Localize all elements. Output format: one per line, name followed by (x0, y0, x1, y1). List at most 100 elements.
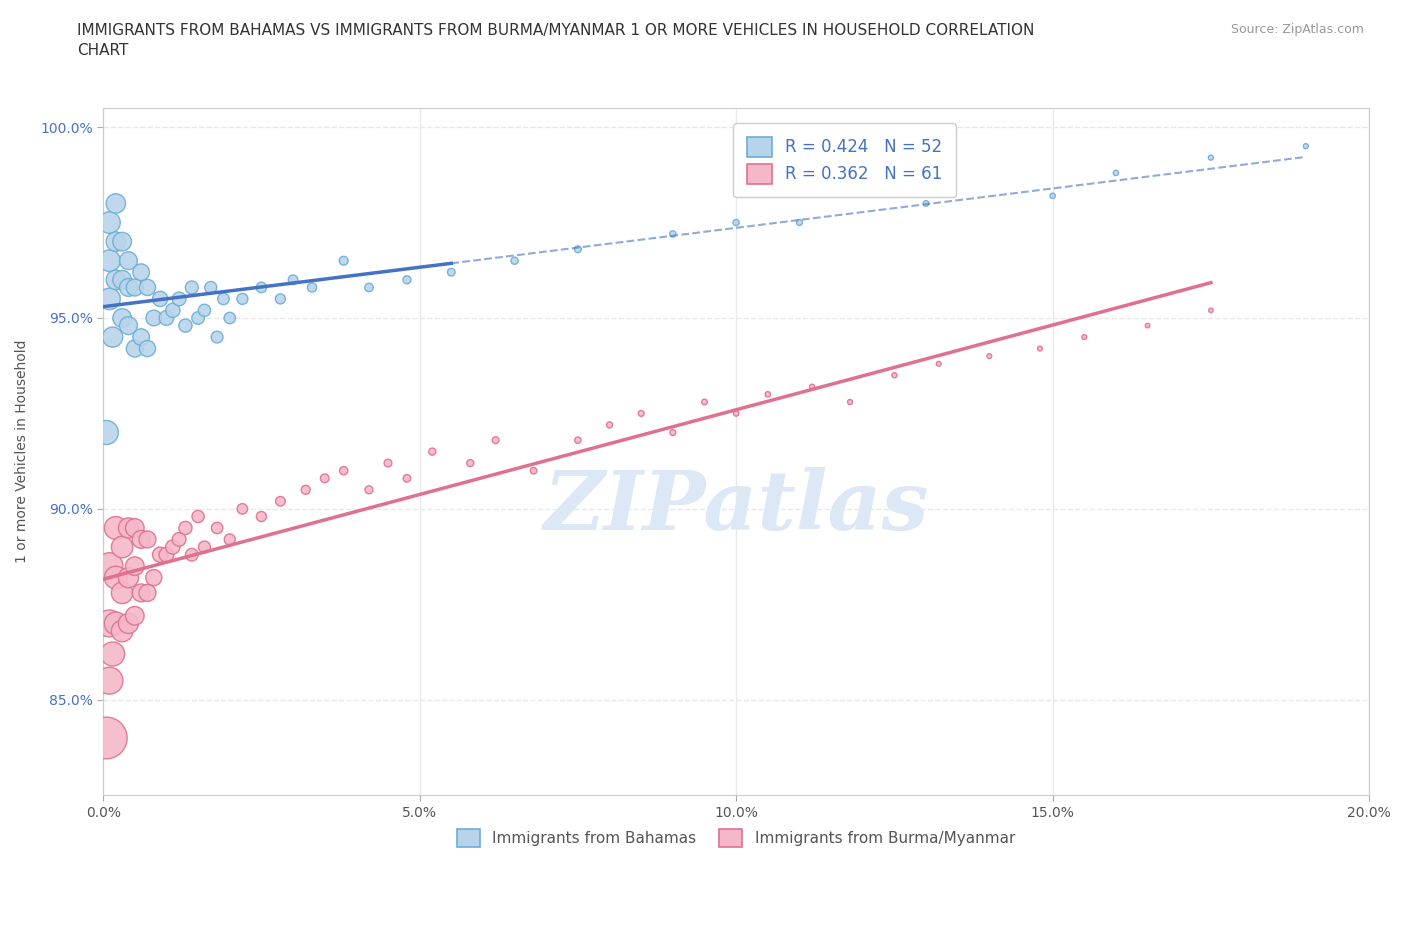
Point (104, 570, 127, 585)
Point (193, 303, 215, 318)
Point (117, 521, 139, 536)
Point (111, 586, 134, 601)
Point (801, 379, 824, 394)
Point (725, 215, 748, 230)
Point (187, 509, 209, 524)
Point (357, 483, 380, 498)
Point (693, 394, 716, 409)
Point (1029, 341, 1052, 356)
Point (294, 483, 316, 498)
Point (111, 272, 134, 287)
Point (136, 532, 159, 547)
Point (167, 532, 190, 547)
Legend: Immigrants from Bahamas, Immigrants from Burma/Myanmar: Immigrants from Bahamas, Immigrants from… (449, 819, 1024, 857)
Point (662, 227, 685, 242)
Y-axis label: 1 or more Vehicles in Household: 1 or more Vehicles in Household (15, 339, 30, 564)
Point (395, 272, 418, 287)
Point (1199, 150, 1222, 165)
Point (117, 616, 139, 631)
Point (129, 586, 152, 601)
Point (420, 445, 443, 459)
Point (104, 196, 127, 211)
Point (377, 456, 399, 471)
Point (104, 272, 127, 287)
Point (98, 215, 121, 230)
Point (180, 280, 202, 295)
Point (395, 471, 418, 485)
Point (111, 539, 134, 554)
Point (98, 253, 121, 268)
Point (231, 501, 253, 516)
Point (101, 646, 124, 661)
Point (111, 234, 134, 249)
Point (98, 616, 121, 631)
Point (129, 265, 152, 280)
Point (174, 318, 197, 333)
Point (111, 311, 134, 325)
Point (96, 731, 118, 746)
Point (928, 356, 950, 371)
Point (124, 280, 146, 295)
Point (357, 280, 380, 295)
Point (756, 387, 779, 402)
Point (314, 471, 336, 485)
Point (218, 532, 240, 547)
Point (98, 291, 121, 306)
Point (484, 432, 506, 447)
Point (149, 291, 172, 306)
Point (117, 318, 139, 333)
Point (789, 215, 811, 230)
Point (136, 586, 159, 601)
Point (162, 539, 184, 554)
Point (155, 547, 177, 562)
Point (117, 280, 139, 295)
Point (218, 311, 240, 325)
Point (839, 394, 862, 409)
Point (96, 425, 118, 440)
Point (98, 673, 121, 688)
Point (124, 608, 146, 623)
Point (630, 406, 652, 421)
Point (142, 311, 165, 325)
Point (162, 303, 184, 318)
Point (187, 311, 209, 325)
Point (142, 570, 165, 585)
Text: ZIPatlas: ZIPatlas (543, 467, 929, 547)
Text: IMMIGRANTS FROM BAHAMAS VS IMMIGRANTS FROM BURMA/MYANMAR 1 OR MORE VEHICLES IN H: IMMIGRANTS FROM BAHAMAS VS IMMIGRANTS FR… (77, 23, 1035, 58)
Point (332, 463, 354, 478)
Point (193, 539, 215, 554)
Point (155, 311, 177, 325)
Point (117, 253, 139, 268)
Point (205, 329, 228, 344)
Point (149, 547, 172, 562)
Point (281, 272, 304, 287)
Point (440, 265, 463, 280)
Point (104, 616, 127, 631)
Point (174, 521, 197, 536)
Point (136, 280, 159, 295)
Point (458, 456, 481, 471)
Point (101, 329, 124, 344)
Point (129, 329, 152, 344)
Point (979, 349, 1001, 364)
Point (124, 559, 146, 574)
Point (1199, 303, 1222, 318)
Point (567, 242, 589, 257)
Point (332, 253, 354, 268)
Point (231, 291, 253, 306)
Point (567, 432, 589, 447)
Point (725, 406, 748, 421)
Point (1105, 166, 1128, 180)
Point (250, 280, 273, 295)
Point (98, 559, 121, 574)
Point (104, 234, 127, 249)
Point (1295, 139, 1317, 153)
Point (117, 570, 139, 585)
Point (1136, 318, 1159, 333)
Point (205, 521, 228, 536)
Point (599, 418, 621, 432)
Point (915, 196, 938, 211)
Point (124, 521, 146, 536)
Point (136, 341, 159, 356)
Point (124, 341, 146, 356)
